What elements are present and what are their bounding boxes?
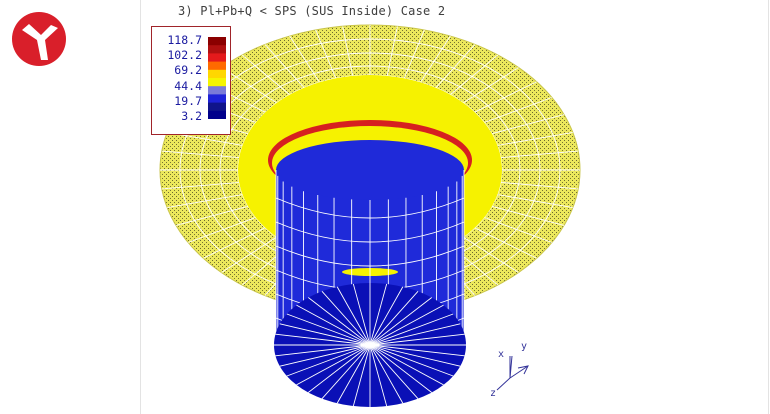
cap-mesh-spoke — [369, 344, 461, 367]
legend-color-swatch — [208, 78, 226, 87]
axis-label-x: x — [498, 349, 504, 360]
legend-color-bar — [208, 37, 226, 119]
cap-mesh-spoke — [369, 283, 388, 346]
cap-mesh-spoke — [369, 344, 454, 377]
axis-label-y: y — [521, 341, 527, 352]
cap-mesh-spoke — [336, 286, 371, 346]
flange-mesh-spoke — [484, 97, 553, 123]
legend-value: 118.7 — [167, 33, 202, 47]
cap-mesh-spoke — [296, 304, 371, 346]
flange-mesh-spoke — [463, 67, 519, 104]
flange-mesh-spoke — [161, 150, 240, 159]
legend-value: 44.4 — [174, 78, 202, 93]
flange-mesh-spoke — [221, 236, 277, 273]
axis-triad-icon — [496, 355, 529, 391]
legend-color-swatch — [208, 45, 226, 54]
flange-mesh-spoke — [241, 54, 290, 95]
flange-mesh-spoke — [497, 194, 573, 208]
cap-mesh-spoke — [369, 297, 432, 346]
plot-window-right-border — [768, 0, 769, 414]
cap-mesh-spoke — [308, 344, 371, 393]
flange-mesh-spoke — [491, 114, 565, 135]
flange-mesh-spoke — [484, 217, 553, 243]
cap-mesh-spoke — [369, 344, 404, 404]
flange-mesh-spoke — [161, 181, 240, 190]
cap-mesh-spoke — [296, 344, 371, 386]
legend-color-swatch — [208, 102, 226, 112]
flange-mesh-spoke — [342, 26, 354, 76]
cap-mesh-spoke — [369, 344, 419, 399]
legend-color-swatch — [208, 37, 226, 46]
cap-mesh-spoke — [369, 313, 454, 346]
legend-value: 3.2 — [181, 108, 202, 123]
flange-mesh-spoke — [463, 236, 519, 273]
flange-mesh-spoke — [491, 205, 565, 226]
legend-color-swatch — [208, 94, 226, 104]
cap-mesh-spoke — [369, 323, 461, 346]
cylinder-mesh-horizontal — [275, 245, 465, 267]
cap-mesh-spoke — [279, 344, 371, 367]
cap-mesh-spoke — [352, 344, 371, 407]
flange-mesh-spoke — [500, 150, 579, 159]
flange-mesh-spoke — [474, 81, 537, 113]
flange-mesh-spoke — [289, 35, 320, 83]
legend-color-swatch — [208, 86, 226, 95]
flange-mesh-spoke — [403, 29, 425, 79]
cap-mesh-spoke — [321, 291, 371, 346]
cap-mesh-spoke — [286, 313, 371, 346]
flange-mesh-spoke — [203, 227, 266, 259]
stress-legend: 118.7 102.2 69.2 44.4 19.7 3.2 — [151, 26, 231, 135]
plot-window-left-border — [140, 0, 141, 414]
cap-mesh-spoke — [286, 344, 371, 377]
flange-mesh-spoke — [175, 205, 249, 226]
cap-mesh-spoke — [352, 283, 371, 346]
cap-mesh-spoke — [369, 304, 444, 346]
flange-mesh-spoke — [497, 132, 573, 146]
legend-color-swatch — [208, 53, 226, 63]
flange-mesh-spoke — [264, 44, 305, 89]
axis-label-z: z — [490, 388, 496, 399]
legend-color-swatch — [208, 110, 226, 119]
cap-mesh-spoke — [369, 344, 432, 393]
flange-mesh-spoke — [500, 181, 579, 190]
cap-mesh-spoke — [336, 344, 371, 404]
flange-mesh-spoke — [315, 29, 337, 79]
flange-mesh-spoke — [420, 35, 451, 83]
cylinder-mesh-horizontal — [275, 221, 465, 243]
flange-mesh-spoke — [187, 217, 256, 243]
flange-mesh-spoke — [435, 44, 476, 89]
cap-mesh-spoke — [369, 344, 465, 357]
cap-mesh-spoke — [275, 344, 371, 357]
plot-title: 3) Pl+Pb+Q < SPS (SUS Inside) Case 2 — [178, 4, 446, 18]
flange-mesh-spoke — [450, 54, 499, 95]
flange-mesh-spoke — [474, 227, 537, 259]
company-logo-icon — [12, 12, 66, 66]
cap-mesh-spoke — [308, 297, 371, 346]
cap-mesh-spoke — [275, 333, 371, 346]
cap-mesh-spoke — [321, 344, 371, 399]
flange-mesh-spoke — [167, 194, 243, 208]
flange-mesh-spoke — [386, 26, 398, 76]
legend-color-swatch — [208, 61, 226, 71]
legend-value: 102.2 — [167, 48, 202, 63]
cap-mesh-spoke — [369, 286, 404, 346]
legend-value: 19.7 — [174, 93, 202, 108]
cylinder-mesh-horizontal — [275, 197, 465, 219]
cap-mesh-spoke — [369, 333, 465, 346]
cap-mesh-spoke — [279, 323, 371, 346]
cap-mesh-spoke — [369, 344, 388, 407]
legend-color-swatch — [208, 69, 226, 79]
legend-value: 69.2 — [174, 63, 202, 78]
legend-labels: 118.7 102.2 69.2 44.4 19.7 3.2 — [152, 33, 202, 124]
cap-mesh-spoke — [369, 291, 419, 346]
cylinder-bottom-cap — [274, 283, 466, 407]
cap-mesh-spoke — [369, 344, 444, 386]
